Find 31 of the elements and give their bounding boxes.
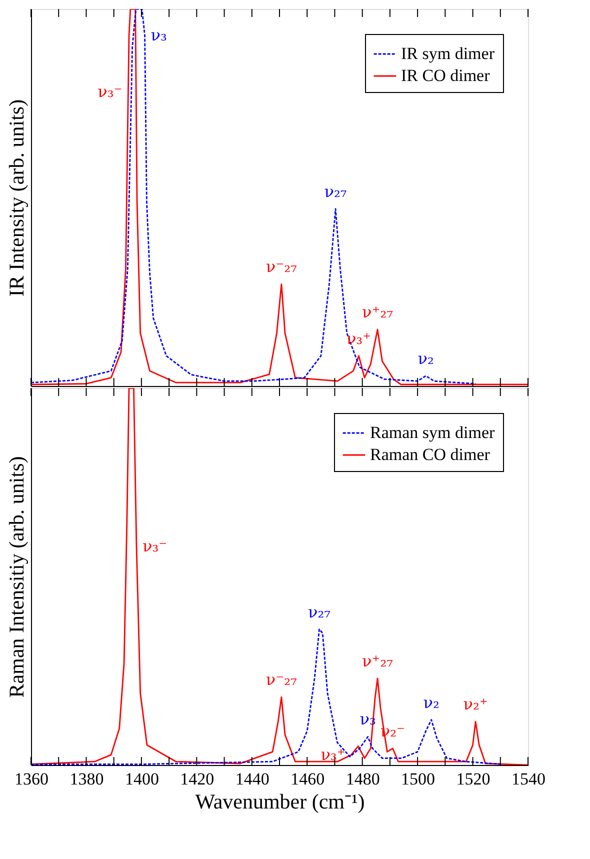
annotation: ν₃⁻	[142, 536, 168, 556]
annotation: ν₂₇	[308, 602, 331, 622]
x-tick-label: 1420	[180, 770, 214, 788]
annotation: ν₃⁺	[346, 328, 372, 348]
legend-label: IR CO dimer	[401, 66, 490, 85]
annotation: ν₃⁺	[320, 744, 346, 764]
x-tick-label: 1480	[346, 770, 380, 788]
x-tick-label: 1500	[401, 770, 436, 788]
annotation: ν₃	[150, 25, 167, 44]
legend-label: IR sym dimer	[401, 44, 495, 63]
x-tick-label: 1380	[70, 770, 104, 788]
annotation: ν⁻₂₇	[266, 670, 297, 690]
annotation: ν⁻₂₇	[266, 257, 297, 276]
x-tick-label: 1440	[235, 770, 270, 788]
annotation: ν₂	[418, 348, 434, 368]
annotation: ν⁺₂₇	[362, 302, 394, 322]
annotation: ν₂⁺	[463, 694, 488, 714]
x-tick-label: 1360	[14, 770, 48, 788]
x-tick-label: 1460	[290, 770, 325, 788]
x-axis-title: Wavenumber (cm⁻¹)	[195, 790, 365, 814]
annotation: ν⁺₂₇	[362, 651, 394, 670]
legend-label: Raman CO dimer	[370, 445, 490, 464]
legend-label: Raman sym dimer	[370, 423, 495, 442]
annotation: ν₂₇	[324, 182, 347, 201]
y-axis-title: Raman Intensitiy (arb. units)	[4, 456, 28, 698]
annotation: ν₂	[423, 692, 440, 712]
y-axis-title: IR Intensity (arb. units)	[4, 99, 28, 297]
x-tick-label: 1540	[512, 770, 546, 788]
x-tick-label: 1400	[124, 770, 159, 788]
annotation: ν₃⁻	[98, 82, 122, 101]
x-tick-label: 1520	[456, 770, 490, 788]
